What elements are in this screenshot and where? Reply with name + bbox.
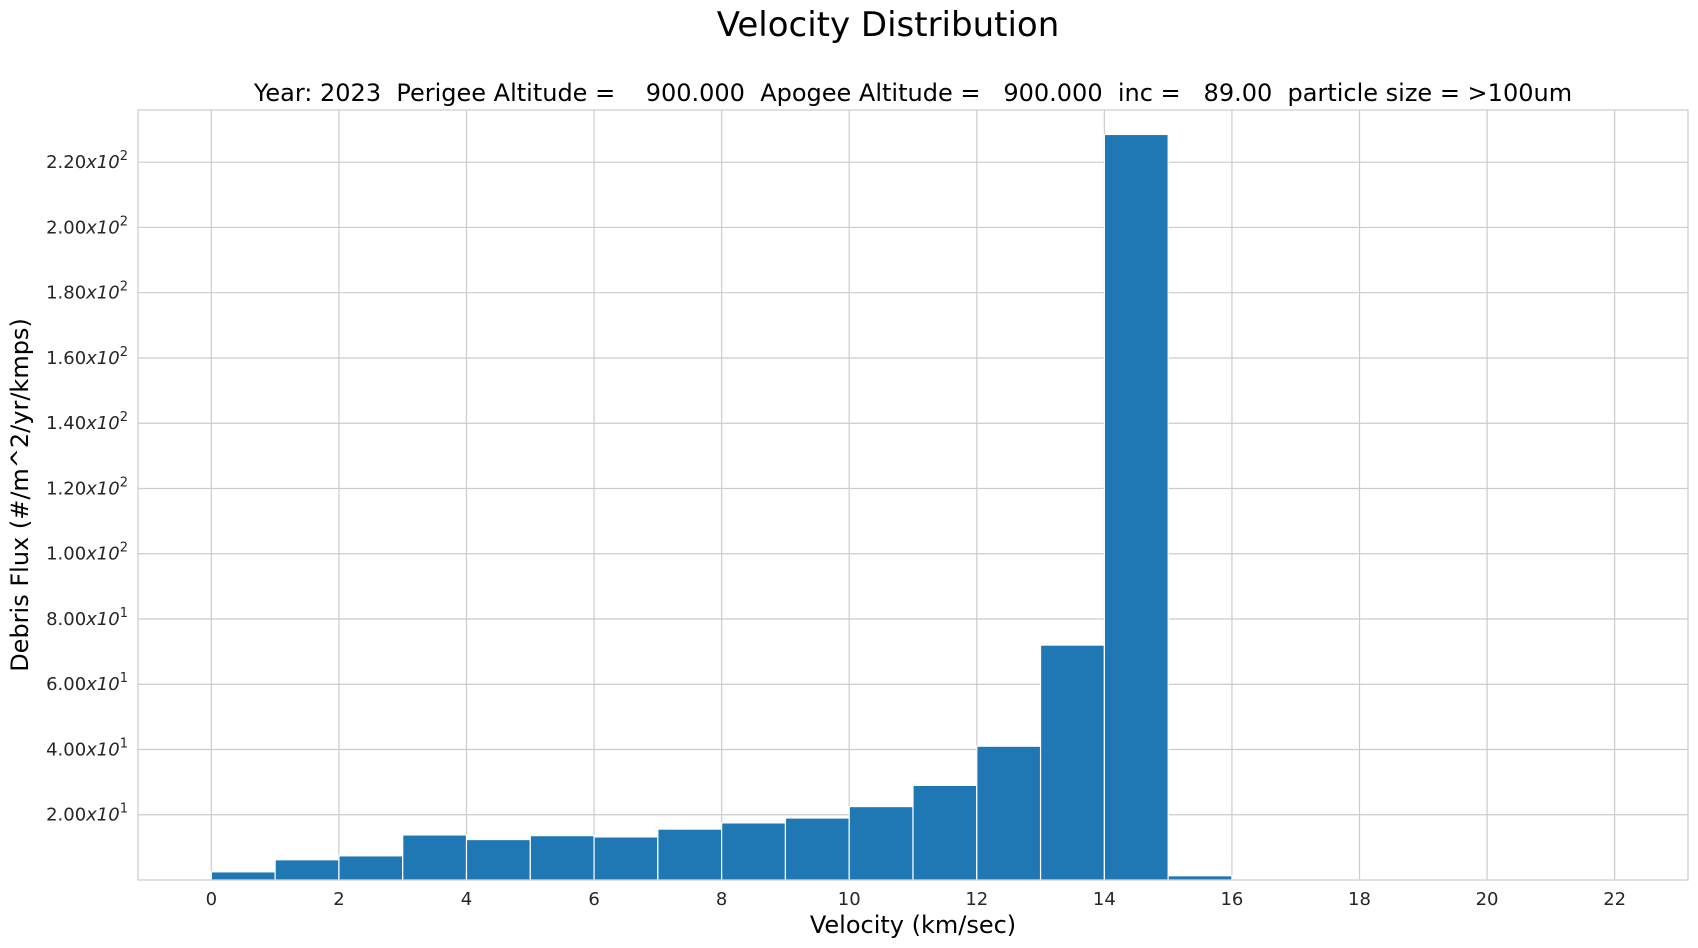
x-tick-label: 6 <box>588 889 599 910</box>
x-tick-label: 2 <box>333 889 344 910</box>
y-tick-label: 2.20x102 <box>46 149 128 173</box>
histogram-bar <box>529 835 595 881</box>
x-tick-label: 14 <box>1093 889 1116 910</box>
histogram-bar <box>912 784 978 881</box>
x-tick-label: 0 <box>206 889 217 910</box>
histogram-bar <box>274 859 340 881</box>
y-axis-label: Debris Flux (#/m^2/yr/kmps) <box>6 318 34 672</box>
x-tick-label: 22 <box>1603 889 1626 910</box>
histogram-bar <box>976 745 1042 881</box>
histogram-bar <box>593 836 659 881</box>
grid-lines <box>138 110 1688 880</box>
y-axis-ticks: 2.00x101 4.00x101 6.00x101 8.00x101 1.00x102… <box>46 149 128 826</box>
histogram-bar <box>848 805 914 881</box>
histogram-bar <box>210 871 276 881</box>
x-tick-label: 10 <box>838 889 861 910</box>
histogram-bar <box>338 855 404 881</box>
y-tick-label: 1.60x102 <box>46 345 128 369</box>
x-tick-label: 12 <box>965 889 988 910</box>
histogram-bar <box>1103 133 1169 881</box>
histogram-bar <box>465 838 531 881</box>
histogram-bar <box>784 817 850 881</box>
chart-subtitle: Year: 2023 Perigee Altitude = 900.000 Ap… <box>253 79 1572 107</box>
y-tick-label: 6.00x101 <box>46 671 128 695</box>
histogram-bar <box>1039 644 1105 881</box>
x-tick-label: 16 <box>1220 889 1243 910</box>
plot-frame <box>137 109 1689 881</box>
chart-title: Velocity Distribution <box>717 5 1060 45</box>
y-tick-label: 1.20x102 <box>46 475 128 499</box>
y-tick-label: 2.00x102 <box>46 214 128 238</box>
x-tick-label: 18 <box>1348 889 1371 910</box>
y-tick-label: 1.80x102 <box>46 280 128 304</box>
x-axis-ticks: 0 2 4 6 8 10 12 14 16 18 20 22 <box>206 889 1626 910</box>
histogram-bar <box>402 834 468 881</box>
histogram-bar <box>721 822 787 881</box>
y-tick-label: 2.00x101 <box>46 802 128 826</box>
x-tick-label: 4 <box>461 889 472 910</box>
histogram-bar <box>657 828 723 881</box>
y-tick-label: 1.00x102 <box>46 541 128 565</box>
histogram-bar <box>1167 875 1233 881</box>
x-tick-label: 8 <box>716 889 727 910</box>
x-tick-label: 20 <box>1476 889 1499 910</box>
y-tick-label: 8.00x101 <box>46 606 128 630</box>
y-tick-label: 1.40x102 <box>46 410 128 434</box>
histogram-bars <box>210 133 1680 881</box>
y-tick-label: 4.00x101 <box>46 736 128 760</box>
x-axis-label: Velocity (km/sec) <box>810 911 1016 939</box>
